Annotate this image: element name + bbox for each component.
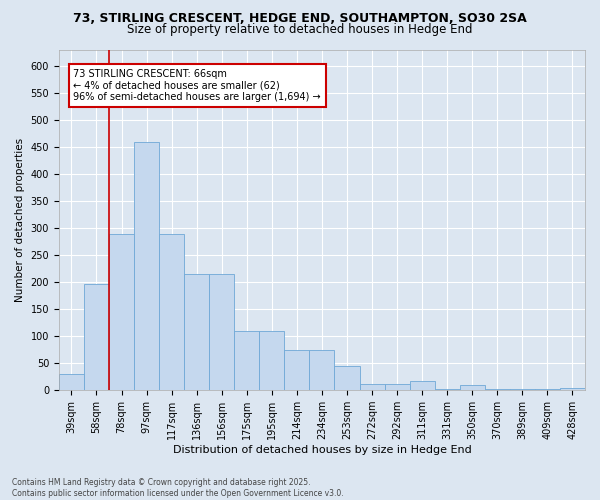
Y-axis label: Number of detached properties: Number of detached properties	[15, 138, 25, 302]
Bar	[460, 386, 485, 390]
Bar	[184, 274, 209, 390]
Bar	[59, 374, 84, 390]
Bar	[434, 388, 460, 390]
Bar	[159, 234, 184, 390]
Bar	[84, 284, 109, 390]
X-axis label: Distribution of detached houses by size in Hedge End: Distribution of detached houses by size …	[173, 445, 472, 455]
Bar	[259, 331, 284, 390]
Bar	[134, 142, 159, 390]
Bar	[334, 366, 359, 390]
Text: 73, STIRLING CRESCENT, HEDGE END, SOUTHAMPTON, SO30 2SA: 73, STIRLING CRESCENT, HEDGE END, SOUTHA…	[73, 12, 527, 26]
Bar	[310, 350, 334, 390]
Bar	[385, 384, 410, 390]
Text: Contains HM Land Registry data © Crown copyright and database right 2025.
Contai: Contains HM Land Registry data © Crown c…	[12, 478, 344, 498]
Text: 73 STIRLING CRESCENT: 66sqm
← 4% of detached houses are smaller (62)
96% of semi: 73 STIRLING CRESCENT: 66sqm ← 4% of deta…	[73, 69, 321, 102]
Bar	[359, 384, 385, 390]
Bar	[535, 388, 560, 390]
Bar	[284, 350, 310, 390]
Text: Size of property relative to detached houses in Hedge End: Size of property relative to detached ho…	[127, 22, 473, 36]
Bar	[510, 388, 535, 390]
Bar	[209, 274, 234, 390]
Bar	[560, 388, 585, 390]
Bar	[410, 380, 434, 390]
Bar	[485, 388, 510, 390]
Bar	[234, 331, 259, 390]
Bar	[109, 234, 134, 390]
